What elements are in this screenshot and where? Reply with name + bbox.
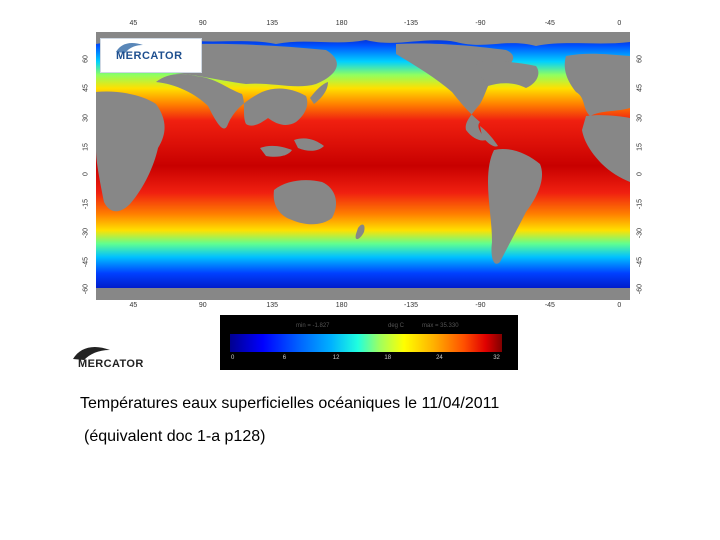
lon-tick: 90 (198, 302, 207, 309)
south-america (488, 148, 543, 264)
sst-figure: 45 90 135 180 -135 -90 -45 0 60 45 30 15… (70, 18, 662, 370)
colorbar-tick: 6 (282, 355, 287, 361)
lat-tick: 60 (636, 54, 644, 63)
africa (96, 91, 165, 212)
lon-tick: 0 (617, 20, 622, 27)
europe (564, 53, 630, 116)
japan (310, 82, 328, 104)
right-latitude-axis: 60 45 30 15 0 -15 -30 -45 -60 (632, 32, 648, 300)
lon-tick: 45 (129, 302, 138, 309)
lat-tick: 0 (636, 172, 644, 176)
lon-tick: -135 (404, 302, 419, 309)
dolphin-icon (73, 347, 110, 360)
greenland-canada (476, 61, 539, 88)
colorbar-unit: deg C (388, 323, 405, 329)
borneo (294, 138, 324, 151)
caption-title: Températures eaux superficielles océaniq… (80, 395, 500, 412)
new-zealand (355, 224, 365, 240)
lon-tick: 180 (335, 20, 348, 27)
australia (273, 180, 337, 225)
colorbar-info: min = -1.827 deg C max = 35.330 (296, 323, 506, 333)
lon-tick: 45 (129, 20, 138, 27)
lon-tick: -45 (544, 20, 555, 27)
lat-tick: 45 (636, 84, 644, 93)
lat-tick: -15 (636, 198, 644, 209)
left-latitude-axis: 60 45 30 15 0 -15 -30 -45 -60 (78, 32, 94, 300)
lon-tick: 180 (335, 302, 348, 309)
colorbar-tick: 24 (436, 355, 443, 361)
arctic-landmass (96, 32, 630, 46)
lat-tick: -45 (82, 257, 90, 268)
west-africa (582, 115, 630, 182)
sst-map-svg (96, 32, 630, 300)
antarctica (96, 288, 630, 300)
lon-tick: 135 (266, 20, 279, 27)
sst-map (96, 32, 630, 300)
lat-tick: -60 (82, 284, 90, 295)
lon-tick: -135 (404, 20, 419, 27)
lat-tick: -15 (82, 198, 90, 209)
logo-text: MERCATOR (78, 358, 144, 370)
lat-tick: -45 (636, 257, 644, 268)
mercator-logo-bottom: MERCATOR (70, 344, 160, 370)
land-masses (96, 32, 630, 300)
colorbar-min: min = -1.827 (296, 323, 330, 329)
colorbar (230, 334, 502, 352)
mercator-logo: MERCATOR (100, 38, 202, 73)
lon-tick: 90 (198, 20, 207, 27)
lon-tick: -90 (475, 302, 486, 309)
lat-tick: -30 (636, 227, 644, 239)
colorbar-tick: 0 (231, 355, 235, 361)
lon-tick: -45 (544, 302, 555, 309)
lat-tick: 30 (82, 113, 90, 122)
colorbar-tick: 18 (384, 355, 392, 361)
asia (156, 74, 308, 129)
lat-tick: 60 (82, 54, 90, 63)
colorbar-ticks: 0 6 12 18 24 32 (230, 355, 502, 365)
lat-tick: 45 (82, 84, 90, 93)
caption-subtitle: (équivalent doc 1-a p128) (84, 428, 266, 445)
colorbar-tick: 32 (493, 355, 500, 361)
lat-tick: 15 (82, 143, 90, 152)
colorbar-tick: 12 (332, 355, 340, 361)
lat-tick: 15 (636, 143, 644, 152)
lon-tick: 0 (617, 302, 622, 309)
lat-tick: -30 (82, 227, 90, 239)
lon-tick: 135 (266, 302, 279, 309)
top-longitude-axis: 45 90 135 180 -135 -90 -45 0 (96, 20, 630, 30)
lat-tick: -60 (636, 284, 644, 295)
colorbar-max: max = 35.330 (422, 323, 459, 329)
lat-tick: 0 (82, 172, 90, 176)
lat-tick: 30 (636, 113, 644, 122)
dolphin-icon (116, 43, 143, 53)
lon-tick: -90 (475, 20, 486, 27)
logo-text: MERCATOR (116, 50, 183, 62)
indonesia (260, 145, 292, 157)
bottom-longitude-axis: 45 90 135 180 -135 -90 -45 0 (96, 302, 630, 312)
central-america (480, 126, 498, 147)
